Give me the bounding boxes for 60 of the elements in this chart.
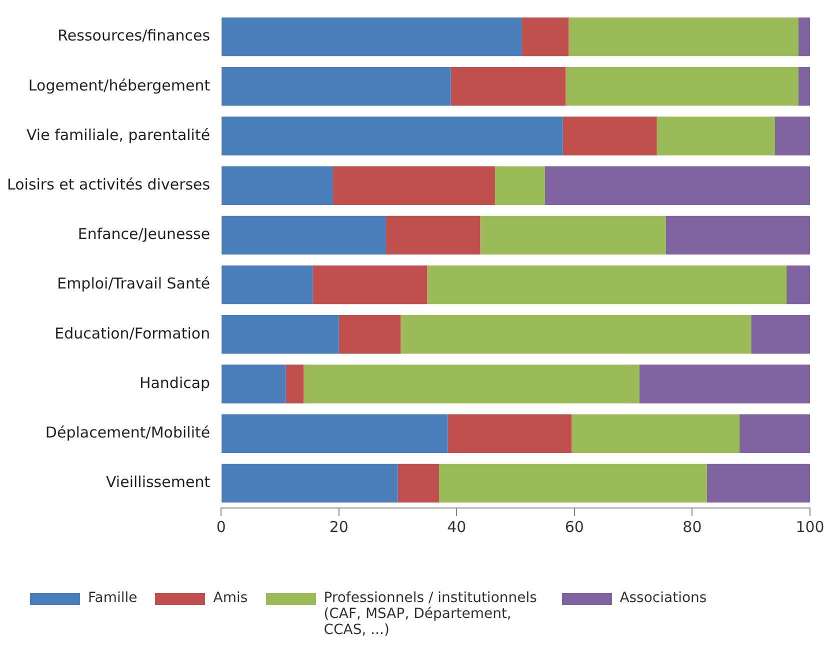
bar (222, 166, 333, 205)
bar (222, 364, 286, 404)
bar (222, 464, 398, 503)
bar (398, 464, 439, 503)
bar (222, 17, 522, 56)
y-tick-label: Education/Formation (54, 324, 210, 342)
bar (639, 364, 810, 404)
bar (562, 116, 657, 156)
bar (312, 265, 428, 304)
x-tick-label: 0 (216, 518, 226, 536)
bar (450, 67, 566, 106)
y-tick-label: Handicap (139, 374, 210, 392)
bar (427, 265, 786, 304)
x-tick-label: 20 (329, 518, 348, 536)
y-tick-label: Enfance/Jeunesse (78, 225, 210, 244)
legend-label: Professionnels / institutionnels (CAF, MSAP, Département, CCAS, ...) (324, 590, 538, 638)
bar (774, 116, 810, 156)
y-tick-label: Ressources/finances (58, 26, 210, 45)
bar (521, 17, 569, 56)
bar (751, 315, 810, 354)
y-tick-label: Vie familiale, parentalité (26, 126, 210, 144)
bar (222, 265, 312, 304)
legend-label: Famille (88, 590, 138, 606)
y-tick-label: Déplacement/Mobilité (45, 423, 210, 442)
y-tick-label: Logement/hébergement (28, 76, 210, 94)
bar (571, 414, 740, 453)
bar (222, 315, 339, 354)
bar (222, 116, 563, 156)
bar (798, 17, 810, 56)
bar (386, 216, 480, 255)
bar (448, 414, 572, 453)
bar (656, 116, 775, 156)
bar (568, 17, 798, 56)
bar (786, 265, 810, 304)
bar (304, 364, 640, 404)
bar (332, 166, 495, 205)
bar (400, 315, 752, 354)
x-tick-label: 100 (796, 518, 824, 536)
bar (706, 464, 810, 503)
x-tick-label: 60 (564, 518, 584, 536)
bar (438, 464, 707, 503)
legend-label: Amis (213, 590, 248, 606)
bar (222, 216, 386, 255)
x-tick-label: 40 (447, 518, 466, 536)
bar (222, 67, 451, 106)
bar (666, 216, 810, 255)
bar (739, 414, 810, 453)
bar (566, 67, 798, 106)
y-tick-label: Emploi/Travail Santé (57, 274, 210, 293)
bar (798, 67, 810, 106)
y-tick-label: Loisirs et activités diverses (7, 175, 210, 194)
bar (494, 166, 545, 205)
bar (222, 414, 448, 453)
bar (286, 364, 304, 404)
legend-label: Associations (620, 590, 707, 606)
bar (480, 216, 666, 255)
bar (338, 315, 401, 354)
x-tick-label: 80 (682, 518, 702, 536)
bar (544, 166, 810, 205)
y-tick-label: Vieillissement (106, 473, 210, 492)
